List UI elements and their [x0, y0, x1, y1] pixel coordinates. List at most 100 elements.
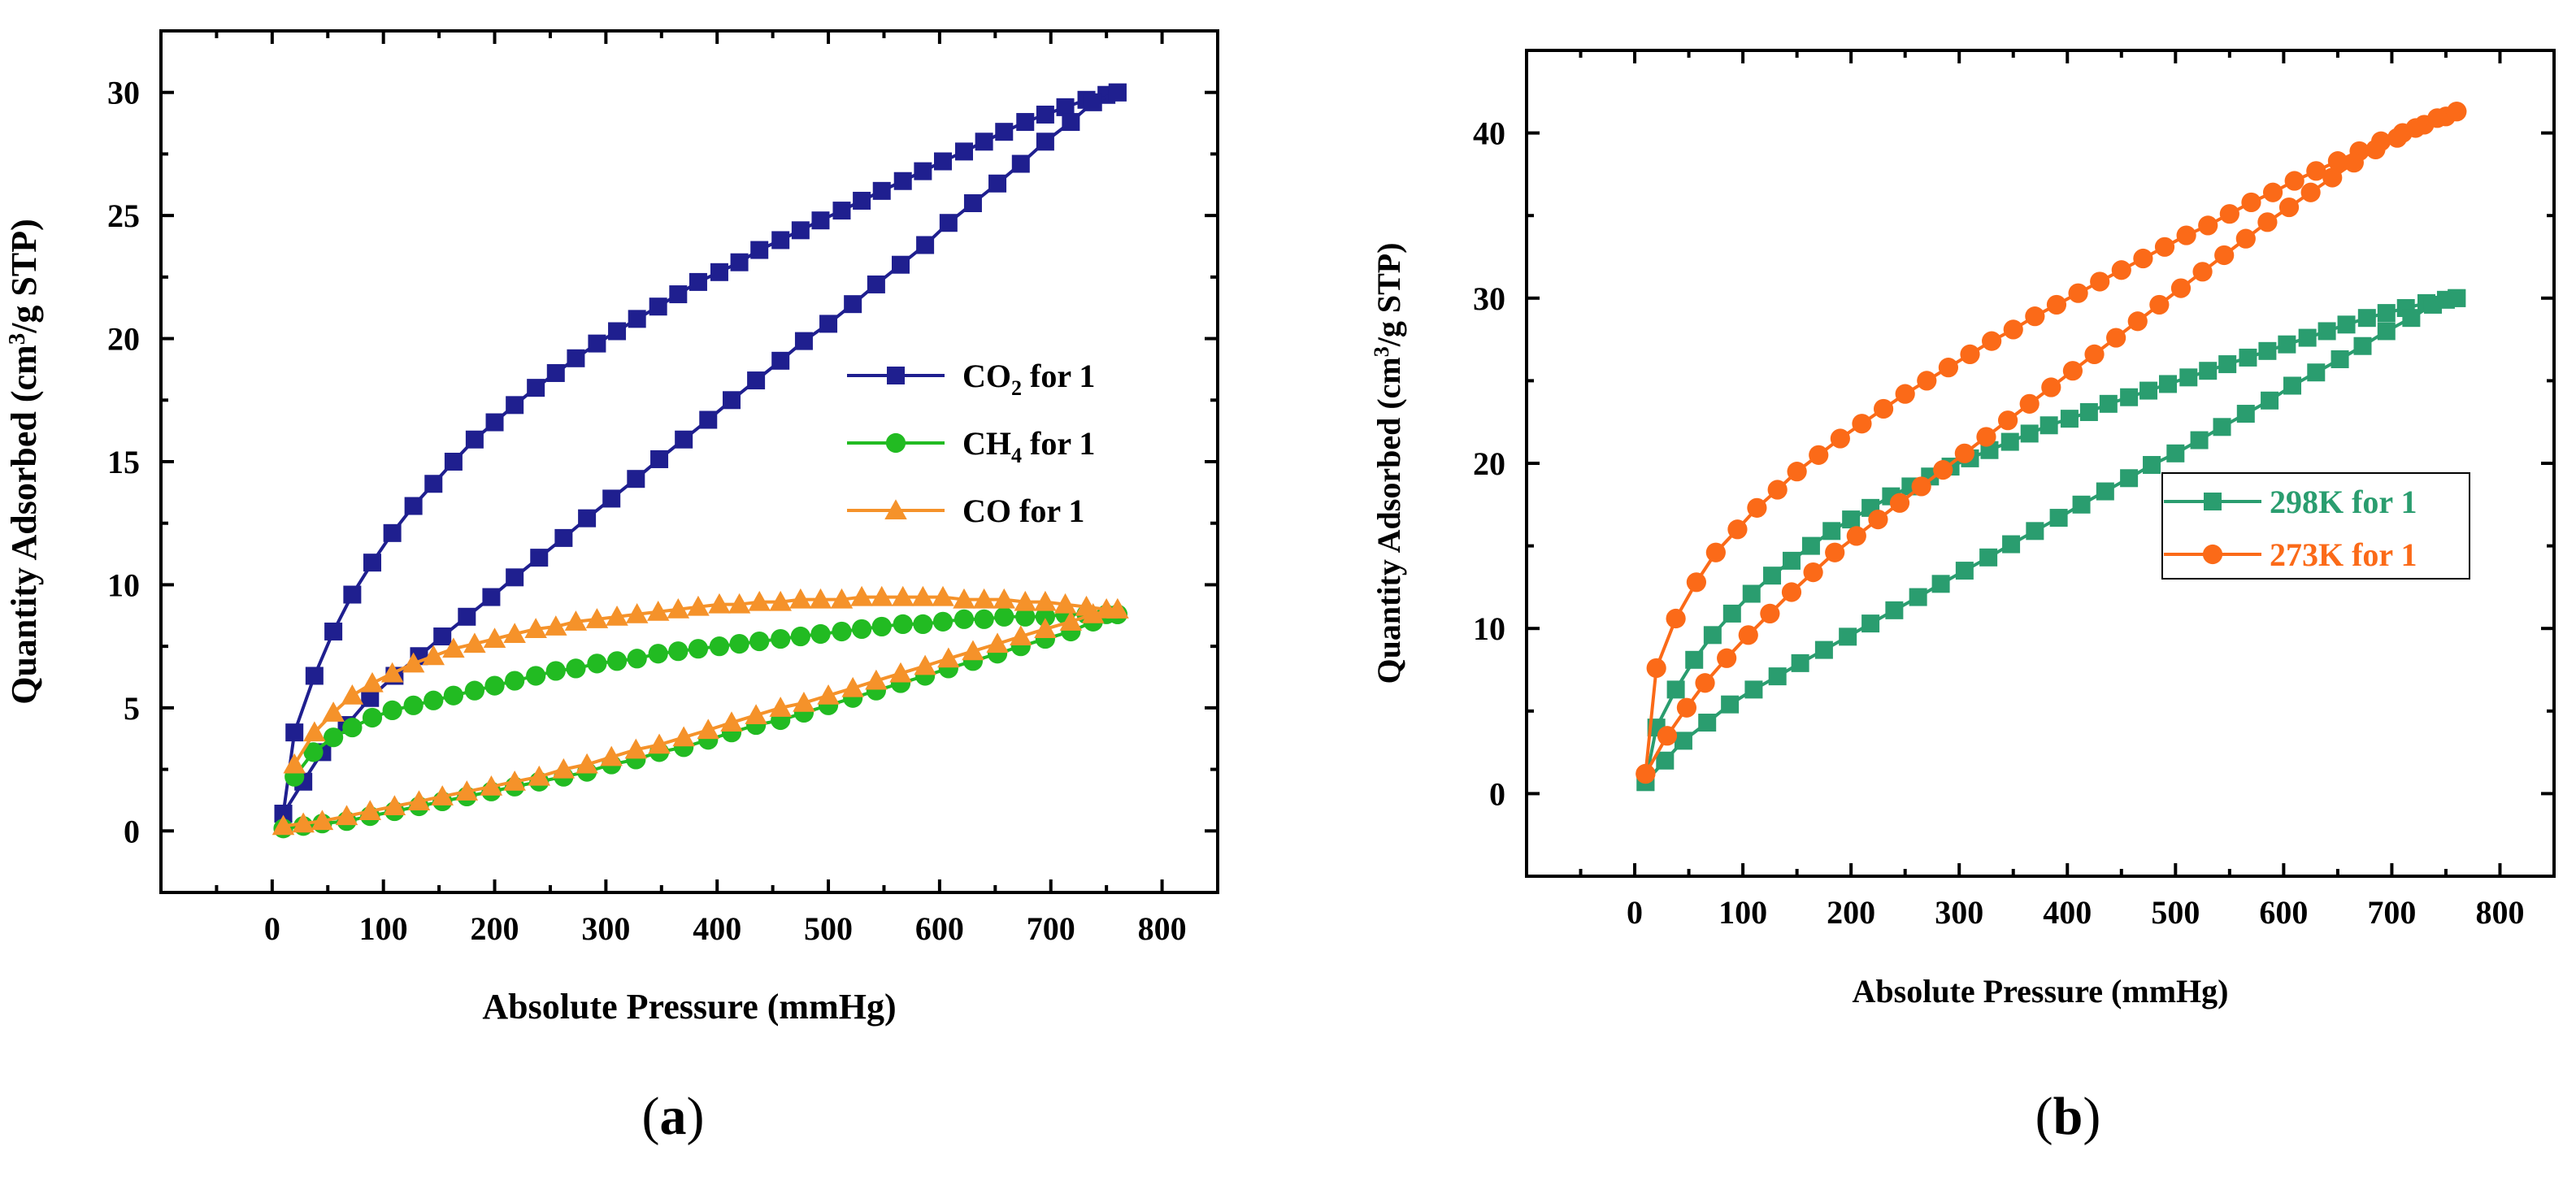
data-point [955, 142, 973, 161]
data-point [1801, 536, 1820, 555]
data-point [2084, 344, 2105, 364]
data-point [1822, 522, 1841, 541]
data-point [1852, 414, 1872, 434]
data-point [1666, 608, 1686, 629]
data-point [2154, 237, 2175, 257]
data-point [545, 615, 567, 636]
x-tick-label: 500 [2151, 894, 2200, 931]
y-tick-label: 40 [1473, 115, 1505, 152]
data-point [697, 719, 720, 740]
data-point [1931, 575, 1950, 593]
data-point [709, 636, 730, 657]
data-point [1744, 680, 1763, 699]
data-point [1721, 695, 1740, 714]
data-point [771, 628, 791, 649]
data-point [2327, 151, 2348, 172]
data-point [1035, 606, 1055, 627]
data-point [1782, 551, 1801, 570]
x-axis-title: Absolute Pressure (mmHg) [1853, 973, 2229, 1009]
data-point [2344, 153, 2364, 173]
data-point [1722, 604, 1741, 623]
data-point [2000, 432, 2019, 451]
data-point [986, 632, 1009, 653]
data-point [322, 701, 345, 722]
x-tick-label: 800 [2475, 894, 2524, 931]
data-point [993, 588, 1016, 609]
y-tick-label: 20 [1473, 445, 1505, 482]
data-point [625, 603, 649, 623]
data-point [975, 132, 993, 151]
data-point [2133, 248, 2153, 269]
data-point [1767, 480, 1788, 500]
data-point [342, 717, 363, 738]
data-point [606, 606, 628, 626]
data-point [1781, 582, 1802, 602]
data-point [480, 775, 503, 796]
data-point [771, 351, 790, 370]
legend: CO2 for 1 CH4 for 1 CO for 1 [847, 358, 1095, 529]
data-point [2257, 212, 2278, 232]
legend-label: 298K for 1 [2270, 484, 2417, 520]
data-point [627, 470, 645, 488]
data-point [363, 554, 381, 572]
data-point [2019, 393, 2040, 414]
data-point [668, 641, 689, 662]
data-point [567, 349, 585, 367]
legend-label: CO2 for 1 [962, 358, 1095, 400]
legend: 298K for 1 273K for 1 [2161, 472, 2470, 580]
data-point [602, 489, 621, 508]
data-point [358, 800, 382, 821]
data-point [913, 614, 933, 634]
data-point [2213, 418, 2231, 436]
data-point [2040, 416, 2058, 435]
data-point [1717, 648, 1737, 668]
data-point [2337, 315, 2356, 334]
data-point [747, 371, 766, 390]
data-point [1839, 627, 1857, 646]
data-point [2448, 289, 2466, 307]
data-point [2199, 362, 2218, 380]
y-tick-label: 0 [124, 813, 140, 849]
data-point [687, 595, 710, 616]
data-point [2198, 215, 2218, 236]
data-point [729, 634, 749, 654]
data-point [1960, 344, 1980, 364]
data-point [1698, 714, 1717, 732]
data-point [324, 727, 344, 748]
data-point [1014, 590, 1037, 611]
data-point [1081, 603, 1105, 623]
data-point [1814, 640, 1833, 659]
data-point [954, 609, 975, 629]
data-point [749, 631, 770, 652]
data-point [1825, 542, 1845, 562]
plot-frame [159, 29, 1219, 894]
panel-label: (a) [642, 1087, 705, 1146]
series-line-adsorption [1644, 110, 2458, 775]
data-point [1676, 697, 1697, 718]
data-point [689, 272, 707, 291]
data-point [2278, 197, 2300, 218]
data-point [383, 523, 402, 542]
data-point [2377, 304, 2396, 323]
data-point [484, 675, 505, 696]
data-point [750, 241, 769, 259]
series-line-desorption [1644, 110, 2457, 775]
data-point [2179, 368, 2198, 387]
data-point [1106, 597, 1129, 619]
data-point [311, 810, 334, 831]
data-point [2049, 509, 2068, 528]
data-point [916, 236, 935, 254]
plot-frame [1525, 49, 2556, 878]
data-point [2405, 118, 2426, 138]
data-point [608, 322, 627, 341]
x-tick-label: 400 [693, 910, 741, 947]
data-point [675, 430, 693, 449]
data-point [672, 726, 695, 747]
data-point [530, 549, 549, 567]
data-point [455, 780, 479, 801]
data-point [628, 310, 646, 328]
legend-marker [887, 367, 905, 384]
data-point [1727, 519, 1748, 540]
data-point [2402, 309, 2421, 328]
data-point [811, 211, 830, 230]
